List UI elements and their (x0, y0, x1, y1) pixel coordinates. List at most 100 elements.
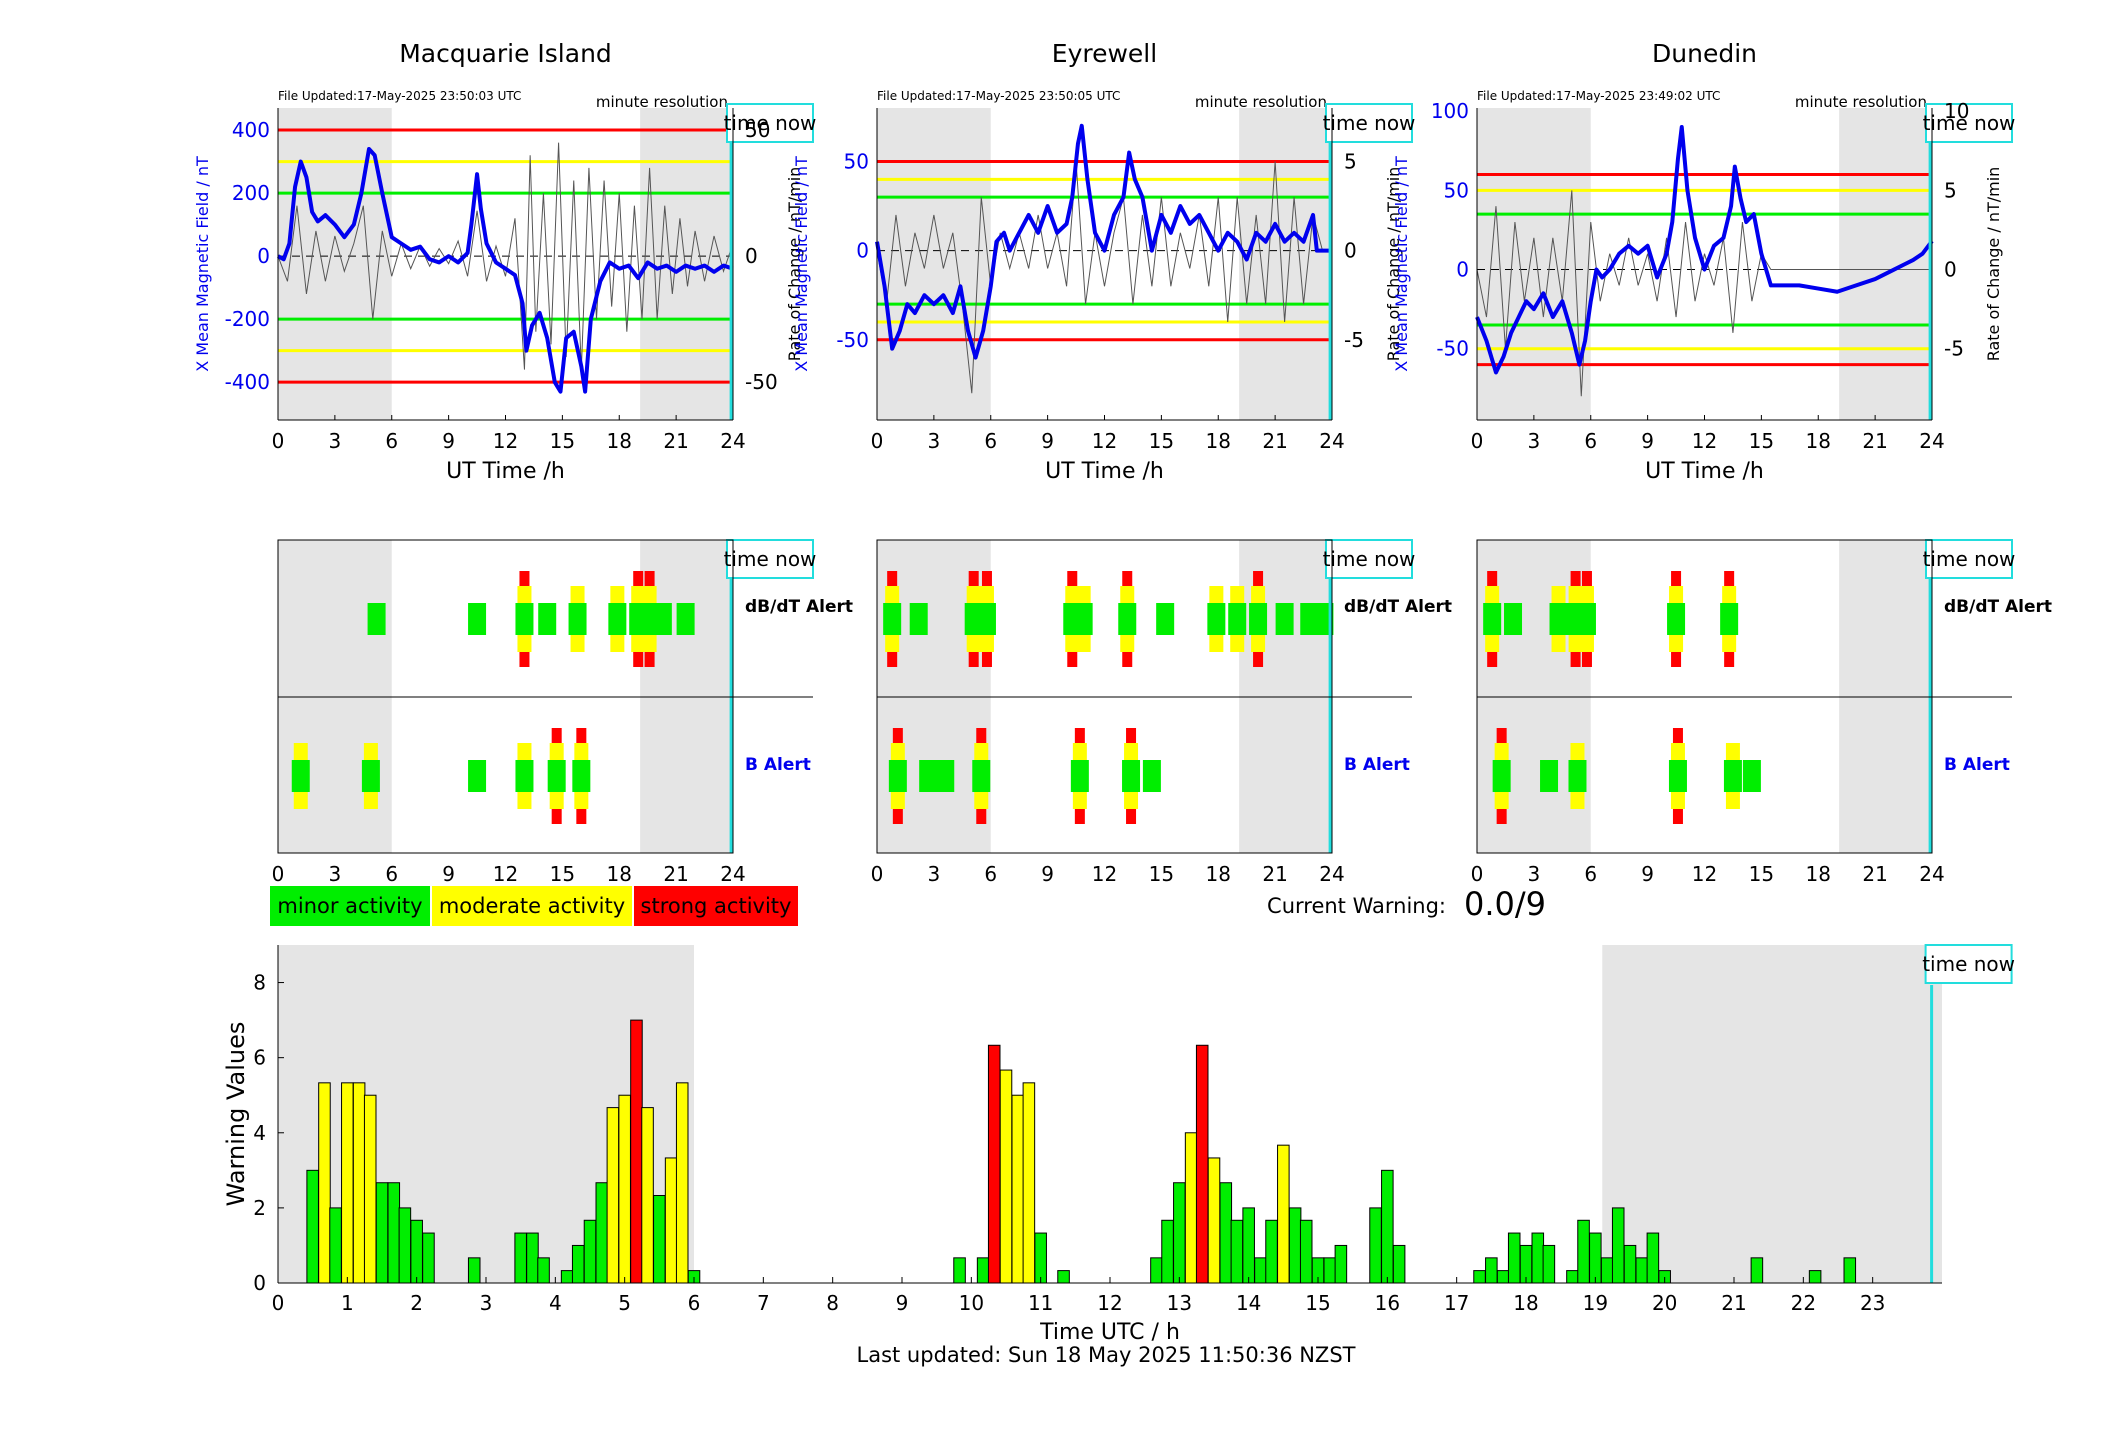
x-tick-label: 21 (1262, 429, 1287, 453)
warning-bar (375, 1182, 389, 1284)
warning-bar (1219, 1182, 1233, 1284)
x-tick-label: 6 (1584, 429, 1597, 453)
warning-bar (1173, 1182, 1186, 1284)
x-tick-label: 14 (1236, 1291, 1261, 1315)
b-alert-label: B Alert (1344, 755, 1410, 775)
x-tick-label: 9 (896, 1291, 909, 1315)
dbdt-alert-mark (1074, 603, 1093, 635)
dbdt-alert-mark (1228, 603, 1247, 635)
left-axis-label: X Mean Magnetic Field / nT (1392, 156, 1411, 372)
x-tick-label: 24 (720, 862, 745, 886)
time-now-label: time now (724, 111, 817, 135)
warning-bar (641, 1107, 654, 1284)
x-tick-label: 9 (1641, 862, 1654, 886)
right-axis-label: Rate of Change / nT/min (1984, 167, 2003, 362)
right-tick-label: 50 (745, 118, 770, 142)
warning-bar (1577, 1219, 1590, 1284)
right-tick-label: -50 (745, 370, 778, 394)
x-tick-label: 18 (607, 429, 632, 453)
x-tick-label: 6 (688, 1291, 701, 1315)
dbdt-alert-label: dB/dT Alert (1944, 597, 2052, 617)
legend-minor-label: minor activity (277, 894, 422, 918)
warning-bar (1034, 1232, 1047, 1284)
dbdt-alert-mark (468, 603, 487, 635)
b-alert-mark (888, 760, 907, 792)
night-shade (1477, 108, 1591, 420)
x-tick-label: 0 (1471, 429, 1484, 453)
time-now-label: time now (724, 547, 817, 571)
left-tick-label: 200 (232, 181, 270, 205)
warning-bar (514, 1232, 527, 1284)
b-alert-mark (972, 760, 991, 792)
warning-bar (1381, 1169, 1394, 1284)
time-now-box (1924, 944, 2013, 984)
x-tick-label: 3 (480, 1291, 493, 1315)
field-trace (875, 123, 1332, 360)
dbdt-alert-mark (909, 603, 928, 635)
warning-bar (1323, 1257, 1337, 1284)
b-alert-mark (1540, 760, 1559, 792)
right-tick-label: 0 (1944, 258, 1957, 282)
x-tick-label: 19 (1583, 1291, 1608, 1315)
x-tick-label: 18 (1206, 429, 1231, 453)
legend-moderate-label: moderate activity (439, 894, 625, 918)
warning-bar (1230, 1219, 1244, 1284)
dbdt-alert-mark (1300, 603, 1319, 635)
right-tick-label: 5 (1344, 149, 1357, 173)
x-tick-label: 6 (1584, 862, 1597, 886)
x-tick-label: 12 (1092, 862, 1117, 886)
current-warning-label: Current Warning: (1267, 894, 1446, 918)
time-now-label: time now (1323, 111, 1416, 135)
warning-bar (1485, 1257, 1498, 1284)
x-tick-label: 6 (984, 862, 997, 886)
warning-bar (306, 1169, 319, 1284)
x-tick-label: 17 (1444, 1291, 1469, 1315)
x-tick-label: 15 (1749, 862, 1774, 886)
warning-bar (1600, 1257, 1614, 1284)
x-tick-label: 1 (341, 1291, 354, 1315)
right-tick-label: 10 (1944, 99, 1969, 123)
station-alert-panels: time now dB/dT Alert B Alert 0 3 6 9 12 15 18 21 24… (272, 539, 2052, 886)
x-tick-label: 4 (549, 1291, 562, 1315)
x-tick-label: 3 (928, 429, 941, 453)
dbdt-alert-mark (1156, 603, 1175, 635)
alert-panel-1: time now dB/dT Alert B Alert 0 3 6 9 12 15 18 21 24 (871, 539, 1452, 886)
warning-bar (318, 1082, 331, 1284)
warning-bar (1635, 1257, 1649, 1284)
night-shade (1602, 945, 1942, 1283)
warning-bar (999, 1069, 1013, 1284)
x-tick-label: 9 (1041, 862, 1054, 886)
warning-bar (363, 1094, 377, 1284)
time-now-label: time now (1922, 952, 2015, 976)
dbdt-alert-mark (977, 603, 996, 635)
right-axis-label: Rate of Change / nT/min (1384, 167, 1403, 362)
right-tick-label: -5 (1344, 328, 1364, 352)
field-trace (1475, 125, 1934, 375)
legend-moderate-swatch (432, 886, 632, 926)
dbdt-alert-mark (1720, 603, 1739, 635)
left-tick-label: -400 (225, 370, 270, 394)
x-tick-label: 15 (1149, 862, 1174, 886)
warning-bar (398, 1207, 412, 1284)
warning-bar (606, 1107, 620, 1284)
x-tick-label: 9 (442, 862, 455, 886)
right-tick-label: 5 (1944, 178, 1957, 202)
right-tick-label: 0 (745, 244, 758, 268)
x-tick-label: 21 (663, 862, 688, 886)
night-shade (278, 108, 392, 420)
x-tick-label: 15 (1149, 429, 1174, 453)
b-alert-mark (919, 760, 938, 792)
resolution-label: minute resolution (596, 93, 728, 111)
x-tick-label: 12 (1092, 429, 1117, 453)
x-axis-label: UT Time /h (446, 459, 565, 484)
b-alert-mark (291, 760, 310, 792)
x-tick-label: 15 (1305, 1291, 1330, 1315)
b-alert-mark (1668, 760, 1687, 792)
station-panel-1: Eyrewell File Updated:17-May-2025 23:50:0… (792, 39, 1415, 484)
y-tick-label: 8 (253, 971, 266, 995)
x-tick-label: 0 (1471, 862, 1484, 886)
time-now-box (1925, 539, 2013, 579)
x-tick-label: 0 (272, 1291, 285, 1315)
x-tick-label: 21 (1262, 862, 1287, 886)
